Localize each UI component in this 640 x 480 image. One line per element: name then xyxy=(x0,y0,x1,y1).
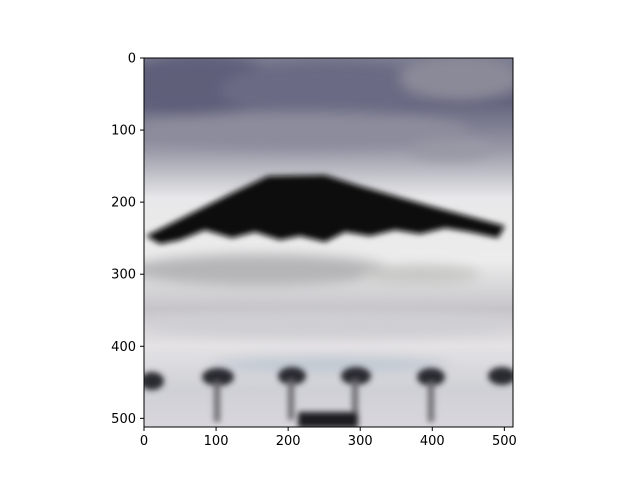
axes-frame xyxy=(143,57,514,428)
y-tick-label: 0 xyxy=(128,52,136,67)
ground-objects xyxy=(144,367,513,427)
x-tick-label: 200 xyxy=(276,434,301,449)
x-tick-label: 0 xyxy=(140,434,148,449)
y-tick-label: 400 xyxy=(111,340,136,355)
y-tick-label: 500 xyxy=(111,412,136,427)
y-tick-label: 300 xyxy=(111,268,136,283)
x-tick-label: 300 xyxy=(348,434,373,449)
image-area xyxy=(144,58,513,427)
x-tick-label: 100 xyxy=(204,434,229,449)
x-tick-label: 500 xyxy=(492,434,517,449)
y-tick-label: 100 xyxy=(111,124,136,139)
x-tick-label: 400 xyxy=(420,434,445,449)
aircraft-silhouette xyxy=(146,175,505,244)
y-tick-label: 200 xyxy=(111,196,136,211)
cloud-layer xyxy=(144,58,513,373)
y-axis-ticks: 0 100 200 300 400 500 xyxy=(111,52,144,427)
x-axis-ticks: 0 100 200 300 400 500 xyxy=(140,427,517,449)
